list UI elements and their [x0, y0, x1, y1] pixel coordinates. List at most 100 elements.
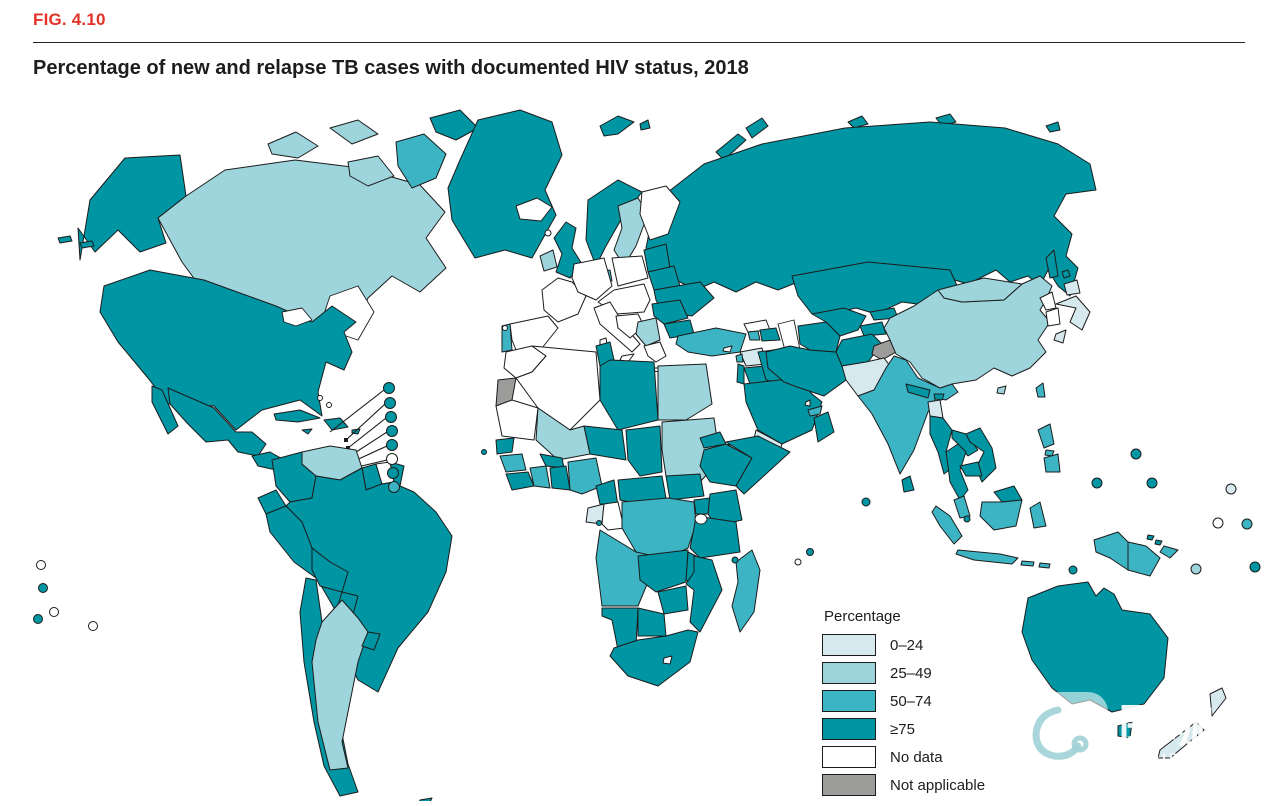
region-iceland: [515, 197, 553, 222]
island-dot-carib-island-6: [386, 453, 398, 465]
region-spain: [509, 315, 559, 351]
island-dot-pacific-island-3: [1146, 477, 1158, 489]
region-south-sudan: [665, 473, 705, 501]
island-dot-pacific-island-8: [1190, 563, 1202, 575]
region-aleutians: [57, 235, 73, 244]
region-ghana-togo-benin: [549, 465, 571, 491]
region-india: [857, 355, 959, 475]
region-israel: [736, 363, 745, 385]
region-borneo-malaysia: [993, 485, 1023, 503]
region-romania: [651, 299, 689, 325]
region-niger: [583, 425, 627, 461]
island-dot-carib-island-1: [383, 382, 395, 394]
header-rule: [33, 42, 1245, 43]
region-mozambique: [685, 555, 723, 633]
island-dot-pacific-island-1: [1130, 448, 1142, 460]
island-dot-reunion: [794, 558, 802, 566]
region-cuba: [273, 409, 321, 423]
island-dot-pacific-island-7: [1249, 561, 1261, 573]
region-angola: [595, 529, 655, 607]
region-mauritania: [495, 399, 539, 441]
region-new-zealand-north: [1209, 687, 1227, 717]
island-dot-carib-island-8: [388, 481, 400, 493]
region-papua-new-guinea: [1127, 541, 1161, 577]
legend-item-50-74: 50–74: [822, 687, 985, 715]
region-australia: [1021, 581, 1169, 713]
legend-item-25-49: 25–49: [822, 659, 985, 687]
region-thailand: [945, 443, 969, 501]
island-dot-canary: [502, 325, 508, 331]
legend-label-25-49: 25–49: [890, 664, 932, 682]
region-kazakhstan: [791, 261, 961, 315]
island-dot-comoros: [731, 556, 739, 564]
legend-item-no-data: No data: [822, 743, 985, 771]
region-new-britain: [1159, 545, 1179, 559]
region-cambodia: [959, 461, 983, 477]
region-sakhalin: [1045, 249, 1059, 279]
region-borneo-indonesia: [979, 499, 1023, 531]
figure-label: FIG. 4.10: [33, 10, 106, 29]
region-zimbabwe: [657, 585, 689, 615]
region-egypt: [657, 363, 713, 421]
region-jamaica: [301, 428, 313, 435]
lake-victoria: [694, 513, 708, 525]
island-dot-maldives: [861, 497, 871, 507]
legend-item-75plus: ≥75: [822, 715, 985, 743]
region-mongolia: [937, 277, 1023, 303]
region-papua-indonesia: [1093, 531, 1129, 571]
region-bangladesh: [927, 399, 944, 419]
region-nepal: [905, 383, 931, 399]
great-lakes: [281, 307, 313, 327]
region-north-korea: [1039, 291, 1057, 311]
region-svalbard: [639, 119, 651, 131]
region-oman: [813, 411, 835, 443]
legend-swatch-no-data: [822, 746, 876, 768]
region-philippines-luzon: [1037, 423, 1055, 449]
region-sumatra: [931, 505, 963, 545]
island-dot-singapore: [963, 515, 971, 523]
legend-item-not-applicable: Not applicable: [822, 771, 985, 799]
legend-swatch-25-49: [822, 662, 876, 684]
legend-label-75plus: ≥75: [890, 720, 915, 738]
region-alaska: [77, 154, 187, 261]
region-south-korea: [1045, 307, 1061, 327]
island-dot-pacific-island-4: [1225, 483, 1237, 495]
region-zambia: [637, 549, 689, 593]
region-taiwan: [1035, 382, 1046, 398]
region-uruguay: [361, 631, 381, 651]
region-wrangel: [1045, 121, 1061, 133]
island-dot-bahamas-b: [326, 402, 332, 408]
region-arctic-islands: [347, 155, 395, 187]
region-mexico: [167, 387, 267, 457]
region-portugal: [501, 323, 513, 353]
legend-label-0-24: 0–24: [890, 636, 924, 654]
region-solomon-islands: [1146, 534, 1155, 541]
region-sulawesi: [1029, 501, 1047, 529]
island-dot-sao-tome: [596, 520, 602, 526]
region-somalia: [725, 435, 791, 495]
island-dot-pacific-west-4: [33, 614, 43, 624]
region-afghanistan: [835, 333, 885, 367]
island-dot-mauritius: [806, 548, 814, 556]
region-cyprus: [722, 345, 733, 353]
region-baja: [151, 385, 179, 435]
region-japan-hokkaido: [1063, 279, 1081, 296]
region-ellesmere: [429, 109, 479, 141]
region-sri-lanka: [901, 475, 915, 493]
region-malaysia-peninsula: [953, 495, 971, 519]
region-nigeria: [567, 457, 603, 495]
region-finland: [639, 185, 681, 241]
region-south-africa: [609, 629, 699, 687]
region-lesser-sunda: [1038, 562, 1051, 569]
region-libya: [599, 359, 659, 431]
island-dot-pacific-west-5: [88, 621, 98, 631]
island-dot-pacific-island-2: [1091, 477, 1103, 489]
region-senegal: [495, 437, 515, 455]
region-poland: [611, 255, 649, 287]
island-dot-pacific-west-2: [38, 583, 48, 593]
legend-swatch-75plus: [822, 718, 876, 740]
legend-label-no-data: No data: [890, 748, 943, 766]
region-tajikistan: [859, 321, 887, 337]
island-dot-cape-verde: [481, 449, 487, 455]
island-dot-pacific-west-3: [49, 607, 59, 617]
